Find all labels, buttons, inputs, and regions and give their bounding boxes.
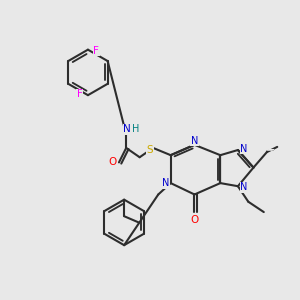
Text: F: F	[93, 46, 99, 56]
Text: N: N	[241, 182, 248, 192]
Text: N: N	[123, 124, 131, 134]
Text: O: O	[190, 215, 199, 225]
Text: N: N	[162, 178, 169, 188]
Text: S: S	[147, 145, 153, 155]
Text: H: H	[132, 124, 139, 134]
Text: O: O	[109, 158, 117, 167]
Text: N: N	[241, 144, 248, 154]
Text: F: F	[77, 89, 82, 99]
Text: N: N	[191, 136, 198, 146]
Text: methyl line: methyl line	[266, 149, 274, 151]
